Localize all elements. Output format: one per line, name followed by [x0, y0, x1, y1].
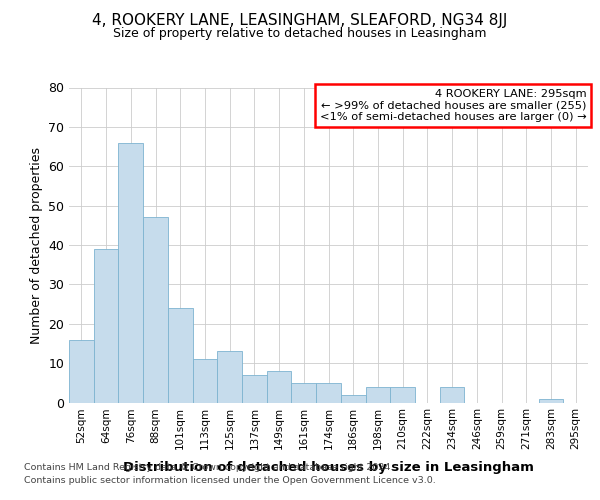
Bar — [292, 383, 316, 402]
Bar — [365, 387, 390, 402]
Bar — [143, 218, 168, 402]
Text: 4, ROOKERY LANE, LEASINGHAM, SLEAFORD, NG34 8JJ: 4, ROOKERY LANE, LEASINGHAM, SLEAFORD, N… — [92, 12, 508, 28]
Bar — [193, 359, 217, 403]
Bar — [118, 142, 143, 402]
Bar — [242, 375, 267, 402]
Bar — [217, 352, 242, 403]
Bar — [316, 383, 341, 402]
Bar — [390, 387, 415, 402]
Bar — [69, 340, 94, 402]
Text: Size of property relative to detached houses in Leasingham: Size of property relative to detached ho… — [113, 28, 487, 40]
Bar — [94, 249, 118, 402]
Bar — [168, 308, 193, 402]
Bar — [267, 371, 292, 402]
Bar — [539, 398, 563, 402]
Bar — [440, 387, 464, 402]
Text: 4 ROOKERY LANE: 295sqm
← >99% of detached houses are smaller (255)
<1% of semi-d: 4 ROOKERY LANE: 295sqm ← >99% of detache… — [320, 89, 587, 122]
Text: Contains public sector information licensed under the Open Government Licence v3: Contains public sector information licen… — [24, 476, 436, 485]
Bar — [341, 394, 365, 402]
Text: Contains HM Land Registry data © Crown copyright and database right 2024.: Contains HM Land Registry data © Crown c… — [24, 464, 394, 472]
X-axis label: Distribution of detached houses by size in Leasingham: Distribution of detached houses by size … — [123, 460, 534, 473]
Y-axis label: Number of detached properties: Number of detached properties — [29, 146, 43, 344]
